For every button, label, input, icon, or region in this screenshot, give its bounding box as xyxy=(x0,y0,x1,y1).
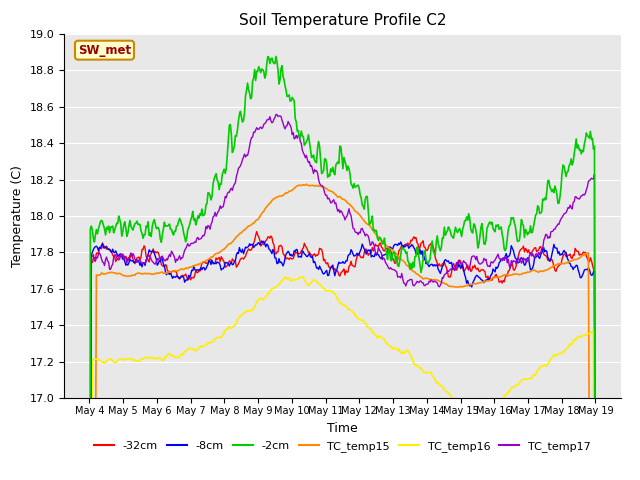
Y-axis label: Temperature (C): Temperature (C) xyxy=(11,165,24,267)
X-axis label: Time: Time xyxy=(327,421,358,434)
Legend: -32cm, -8cm, -2cm, TC_temp15, TC_temp16, TC_temp17: -32cm, -8cm, -2cm, TC_temp15, TC_temp16,… xyxy=(90,437,595,456)
Text: SW_met: SW_met xyxy=(78,44,131,57)
Title: Soil Temperature Profile C2: Soil Temperature Profile C2 xyxy=(239,13,446,28)
